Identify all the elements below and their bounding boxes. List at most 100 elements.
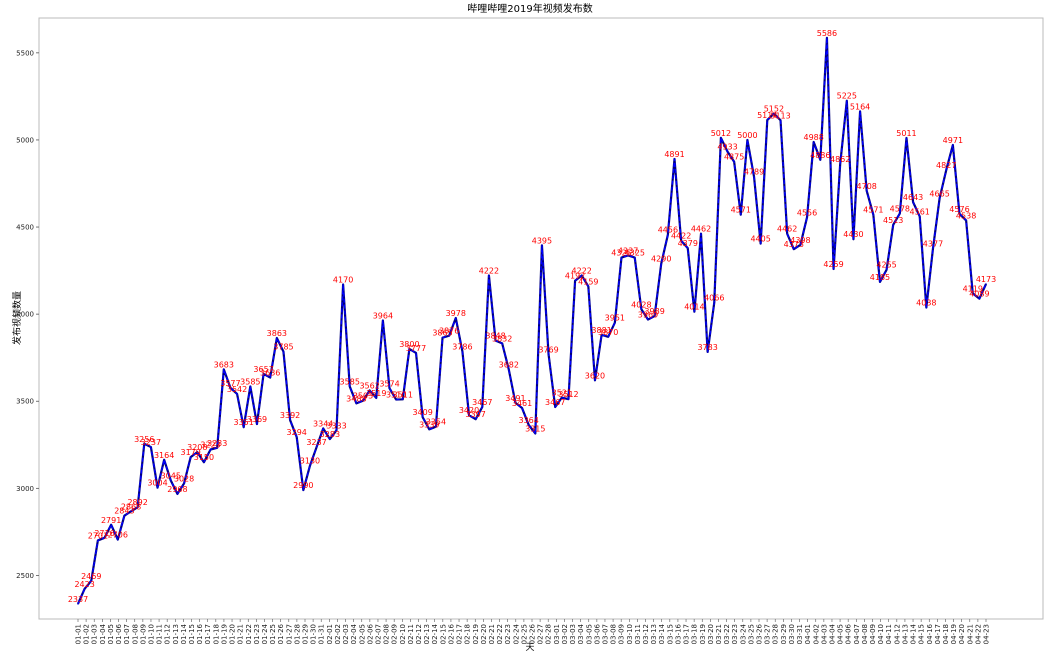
x-tick-label: 02-07: [374, 624, 382, 644]
data-point: [262, 373, 265, 375]
data-label: 4456: [658, 226, 678, 235]
data-point: [382, 319, 384, 322]
x-tick-label: 04-23: [983, 624, 991, 644]
data-point: [110, 523, 112, 526]
data-point: [965, 219, 967, 222]
data-label: 4556: [797, 208, 817, 217]
data-label: 4325: [611, 249, 631, 258]
data-label: 3397: [465, 410, 485, 419]
data-label: 3351: [234, 418, 254, 427]
data-label: 4159: [578, 277, 598, 286]
data-label: 3785: [273, 343, 293, 352]
data-label: 3585: [340, 377, 360, 386]
data-point: [209, 448, 212, 451]
data-label: 4222: [572, 266, 592, 275]
data-label: 5011: [896, 129, 916, 138]
data-label: 4379: [678, 239, 698, 248]
data-label: 3682: [499, 361, 519, 370]
data-label: 3978: [446, 309, 466, 318]
data-label: 3863: [267, 329, 287, 338]
x-tick-label: 04-20: [958, 624, 966, 644]
data-label: 3848: [485, 332, 505, 341]
data-point: [322, 427, 325, 430]
data-label: 4561: [910, 207, 930, 216]
data-point: [759, 242, 762, 245]
data-label: 4222: [479, 266, 499, 275]
x-tick-label: 03-24: [739, 623, 747, 644]
x-tick-label: 02-18: [464, 624, 472, 644]
data-point: [753, 175, 755, 178]
data-label: 4337: [618, 246, 638, 255]
data-label: 3574: [379, 379, 399, 388]
x-tick-label: 02-06: [366, 623, 374, 644]
data-point: [985, 283, 987, 285]
chart-title: 哔哩哔哩2019年视频发布数: [467, 2, 592, 15]
data-label: 4373: [784, 240, 804, 249]
data-label: 4578: [890, 204, 910, 213]
data-label: 3585: [240, 377, 260, 386]
data-point: [461, 350, 464, 353]
x-tick-label: 03-22: [723, 624, 731, 644]
data-label: 3783: [697, 343, 717, 352]
data-label: 4430: [843, 230, 863, 239]
data-point: [720, 137, 722, 139]
data-point: [435, 425, 437, 428]
data-point: [812, 141, 815, 143]
data-label: 4038: [916, 299, 936, 308]
x-tick-label: 02-14: [431, 623, 439, 644]
data-label: 3577: [220, 379, 240, 388]
data-point: [945, 169, 948, 171]
x-tick-label: 01-03: [91, 624, 99, 644]
data-label: 3130: [300, 457, 320, 466]
data-label: 4014: [684, 303, 704, 312]
x-tick-label: 03-20: [707, 624, 715, 644]
data-point: [958, 213, 961, 215]
x-tick-label: 03-15: [666, 624, 674, 644]
x-tick-label: 01-22: [245, 624, 253, 644]
x-tick-label: 03-17: [683, 624, 691, 644]
data-point: [620, 256, 623, 259]
data-point: [256, 423, 258, 425]
data-point: [315, 446, 318, 448]
data-label: 4708: [857, 182, 877, 191]
data-point: [726, 150, 729, 153]
x-tick-label: 02-26: [529, 623, 537, 644]
data-label: 4325: [625, 249, 645, 258]
data-label: 3881: [591, 326, 611, 335]
data-label: 4862: [830, 155, 850, 164]
data-point: [441, 336, 444, 339]
data-point: [792, 248, 795, 250]
data-label: 3467: [472, 398, 492, 407]
data-label: 3179: [180, 448, 200, 457]
x-tick-label: 03-05: [585, 624, 593, 644]
data-label: 4462: [691, 225, 711, 234]
x-tick-label: 03-12: [642, 624, 650, 644]
data-point: [169, 479, 172, 482]
data-label: 2701: [88, 531, 108, 540]
data-point: [229, 387, 232, 389]
data-point: [918, 215, 921, 218]
data-label: 2337: [68, 595, 88, 604]
x-tick-label: 04-10: [877, 624, 885, 644]
data-label: 3989: [644, 307, 664, 316]
data-point: [514, 402, 517, 404]
data-point: [580, 274, 583, 277]
data-label: 3409: [412, 408, 432, 417]
data-point: [189, 456, 192, 458]
x-tick-label: 04-08: [861, 624, 869, 644]
data-label: 4395: [532, 236, 552, 245]
data-point: [355, 402, 358, 405]
x-tick-label: 03-06: [593, 623, 601, 644]
data-label: 3461: [512, 399, 532, 408]
data-point: [653, 315, 656, 317]
data-label: 3420: [459, 406, 479, 415]
x-tick-label: 03-16: [674, 623, 682, 644]
x-tick-label: 01-29: [302, 624, 310, 644]
x-tick-label: 01-12: [164, 624, 172, 644]
data-point: [892, 223, 895, 226]
data-point: [103, 537, 106, 539]
data-label: 3354: [426, 418, 446, 427]
data-point: [249, 385, 252, 388]
